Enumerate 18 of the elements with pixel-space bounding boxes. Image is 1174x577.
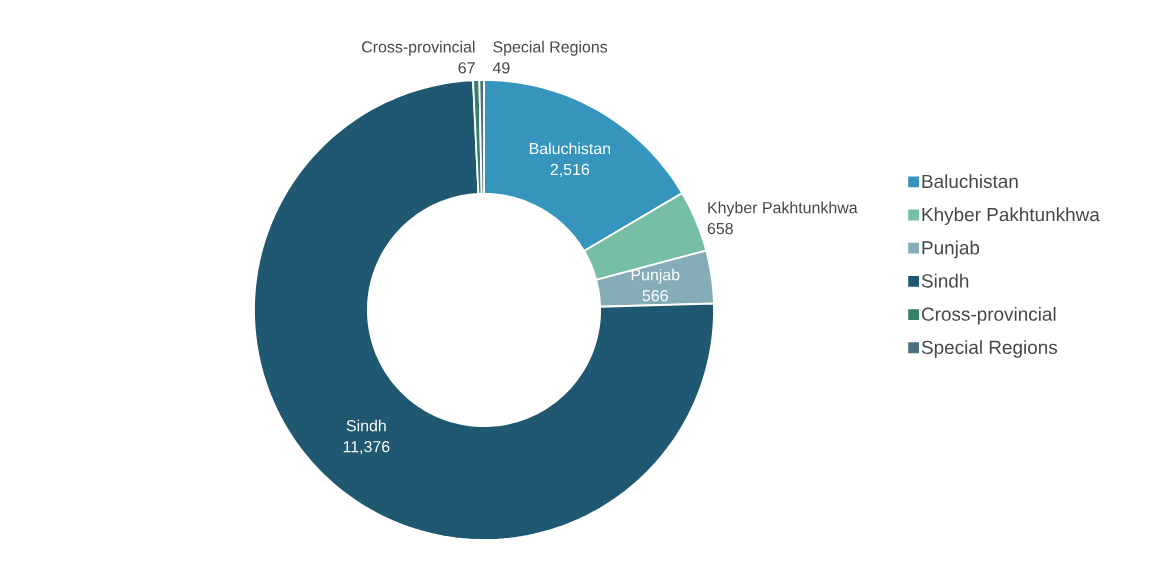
data-label: 2,516	[550, 163, 590, 177]
legend-label: Cross-provincial	[921, 306, 1056, 325]
legend-label: Baluchistan	[922, 174, 1018, 189]
data-label: 11,376	[343, 441, 390, 455]
data-label: 49	[492, 62, 510, 74]
legend-label: Punjab	[922, 240, 980, 259]
slice-label: Sindh	[346, 419, 386, 432]
legend-label: Special Regions	[921, 340, 1058, 358]
slice-label: Cross-provincial	[362, 40, 475, 56]
slice-label: Special Regions	[493, 40, 608, 56]
slice-label: Khyber Pakhtunkhwa	[708, 201, 858, 217]
legend-label: Khyber Pakhtunkhwa	[922, 207, 1100, 226]
slice-label: Baluchistan	[529, 142, 610, 155]
slice-label: Punjab	[631, 268, 680, 284]
data-label: 566	[642, 290, 668, 302]
legend-label: Sindh	[921, 273, 969, 288]
data-label: 67	[458, 62, 475, 74]
data-label: 658	[707, 222, 733, 235]
